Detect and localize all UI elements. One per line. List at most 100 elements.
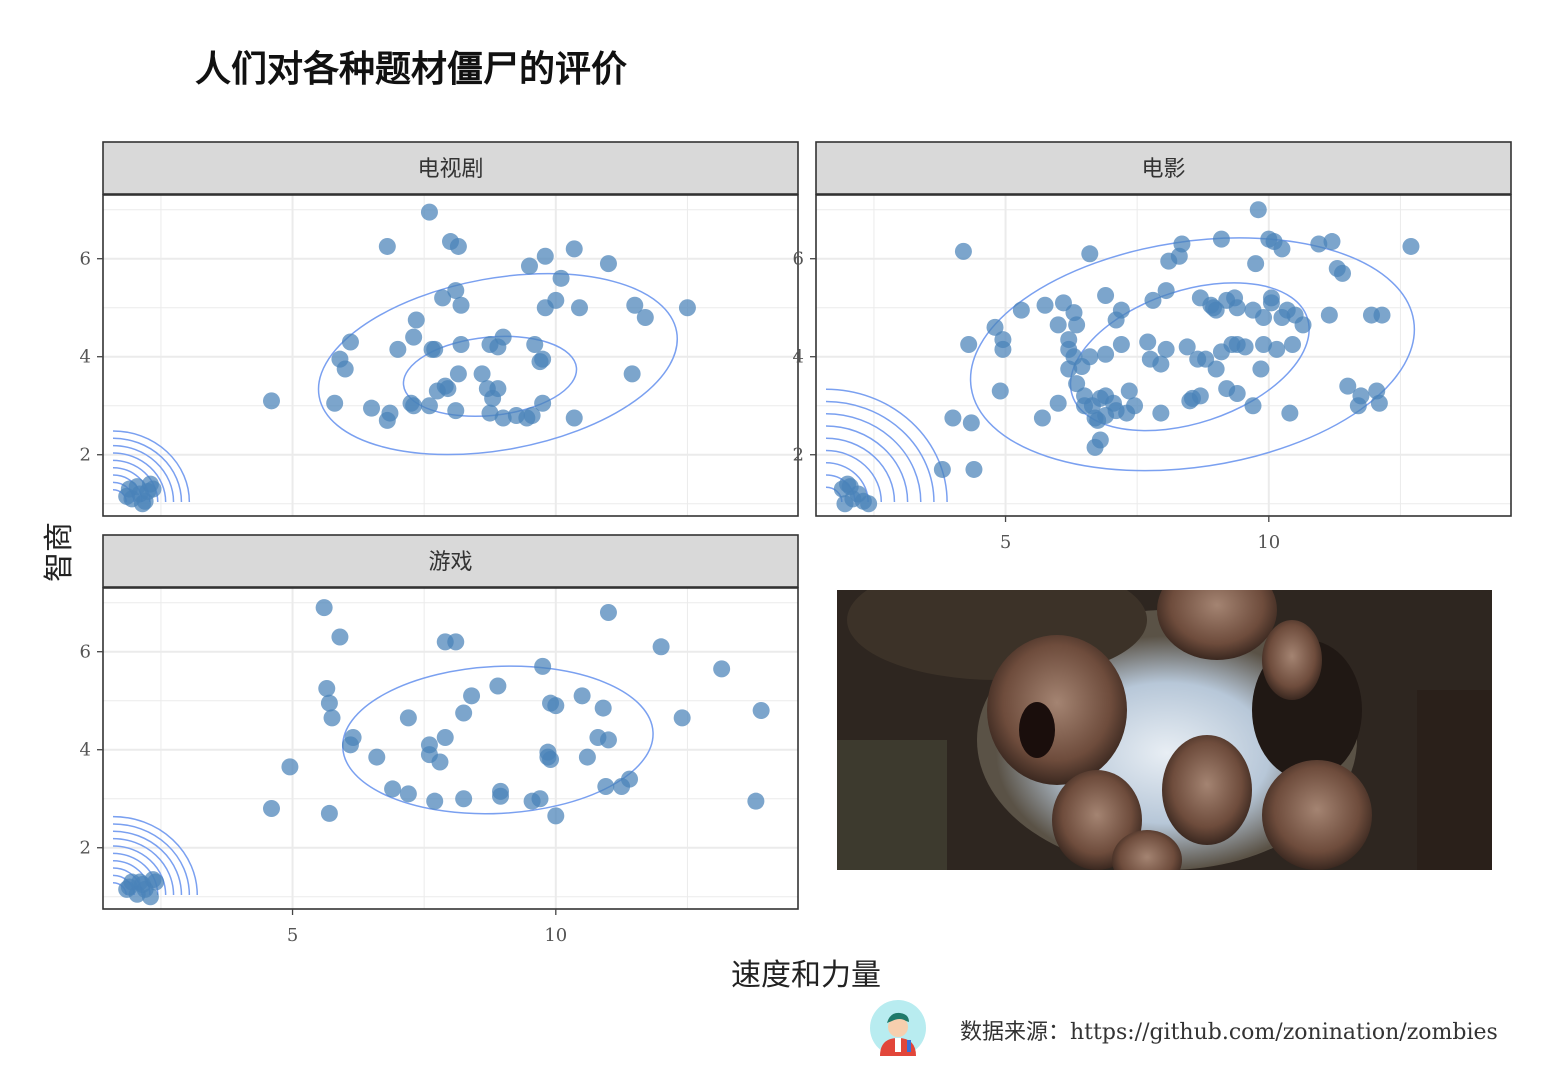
data-point — [954, 242, 972, 260]
density-contour — [112, 837, 175, 896]
grid-lines — [103, 588, 798, 909]
data-point — [447, 282, 465, 300]
density-contour — [825, 413, 922, 503]
data-point — [449, 237, 467, 255]
data-point — [262, 392, 280, 410]
data-point — [1152, 404, 1170, 422]
x-tick-label: 10 — [544, 925, 567, 946]
data-point — [1255, 335, 1273, 353]
data-point — [552, 269, 570, 287]
data-point — [320, 694, 338, 712]
data-point — [492, 787, 510, 805]
y-tick-label: 2 — [793, 445, 804, 466]
data-point — [463, 687, 481, 705]
caption-text: 数据来源：https://github.com/zonination/zombi… — [960, 1014, 1498, 1046]
data-point — [315, 599, 333, 617]
data-point — [1320, 306, 1338, 324]
density-contour — [825, 449, 883, 503]
facet-strip-label: 电影 — [1141, 157, 1185, 182]
data-point — [494, 328, 512, 346]
data-point — [405, 328, 423, 346]
facet-panel-3: 游戏 2 4 6 5 10 — [80, 534, 799, 946]
data-point — [1323, 233, 1341, 251]
data-point — [933, 460, 951, 478]
data-point — [320, 804, 338, 822]
y-tick-label: 2 — [80, 445, 91, 466]
data-point — [752, 702, 770, 720]
data-point — [1152, 355, 1170, 373]
y-tick-label: 6 — [80, 249, 91, 270]
density-contour — [825, 425, 909, 503]
data-point — [455, 790, 473, 808]
data-point — [547, 697, 565, 715]
caption-label: 数据来源： — [960, 1020, 1071, 1045]
data-point — [1249, 201, 1267, 219]
data-point — [399, 785, 417, 803]
data-point — [147, 873, 165, 891]
y-tick-label: 2 — [80, 838, 91, 859]
data-point — [1097, 286, 1115, 304]
data-point — [1068, 316, 1086, 334]
data-point — [118, 880, 136, 898]
data-point — [623, 365, 641, 383]
density-contour — [112, 815, 198, 896]
data-point — [1112, 335, 1130, 353]
data-point — [344, 728, 362, 746]
data-point — [481, 404, 499, 422]
density-contours — [825, 237, 1416, 503]
facet-panel-1: 电视剧 2 4 6 — [80, 141, 799, 517]
data-point — [547, 807, 565, 825]
data-point — [484, 389, 502, 407]
facet-strip-label: 电视剧 — [417, 157, 483, 182]
data-point — [262, 800, 280, 818]
density-contour — [317, 272, 679, 456]
x-axis-label: 速度和力量 — [731, 958, 881, 993]
data-point — [962, 414, 980, 432]
data-point — [1268, 340, 1286, 358]
density-contours — [112, 272, 679, 503]
data-point — [447, 402, 465, 420]
data-point — [141, 888, 159, 906]
density-contour — [112, 444, 175, 503]
data-point — [1120, 382, 1138, 400]
caption-url[interactable]: https://github.com/zonination/zombies — [1070, 1020, 1498, 1045]
data-point — [1339, 377, 1357, 395]
data-point — [420, 203, 438, 221]
data-point — [420, 736, 438, 754]
data-point — [420, 397, 438, 415]
data-point — [452, 296, 470, 314]
data-point — [960, 335, 978, 353]
data-point — [136, 492, 154, 510]
data-point — [578, 748, 596, 766]
density-contour — [112, 452, 167, 503]
data-point — [1036, 296, 1054, 314]
data-point — [1012, 301, 1030, 319]
data-point — [526, 335, 544, 353]
density-contour — [112, 845, 167, 896]
density-contour — [825, 437, 896, 503]
data-point — [626, 296, 644, 314]
data-point — [539, 743, 557, 761]
data-point — [399, 709, 417, 727]
data-point — [991, 382, 1009, 400]
data-point — [1402, 237, 1420, 255]
data-point — [436, 728, 454, 746]
data-point — [994, 340, 1012, 358]
data-point — [452, 335, 470, 353]
data-point — [1089, 411, 1107, 429]
data-point — [1033, 409, 1051, 427]
y-tick-label: 4 — [80, 347, 91, 368]
data-point — [1286, 306, 1304, 324]
data-points — [118, 599, 770, 906]
data-point — [1334, 264, 1352, 282]
facet-strip-label: 游戏 — [428, 550, 472, 575]
data-point — [1228, 299, 1246, 317]
y-axis-label: 智商 — [42, 522, 77, 582]
data-point — [439, 380, 457, 398]
data-point — [1068, 375, 1086, 393]
panel-border — [815, 194, 1512, 517]
data-point — [573, 687, 591, 705]
data-point — [378, 237, 396, 255]
data-point — [326, 394, 344, 412]
